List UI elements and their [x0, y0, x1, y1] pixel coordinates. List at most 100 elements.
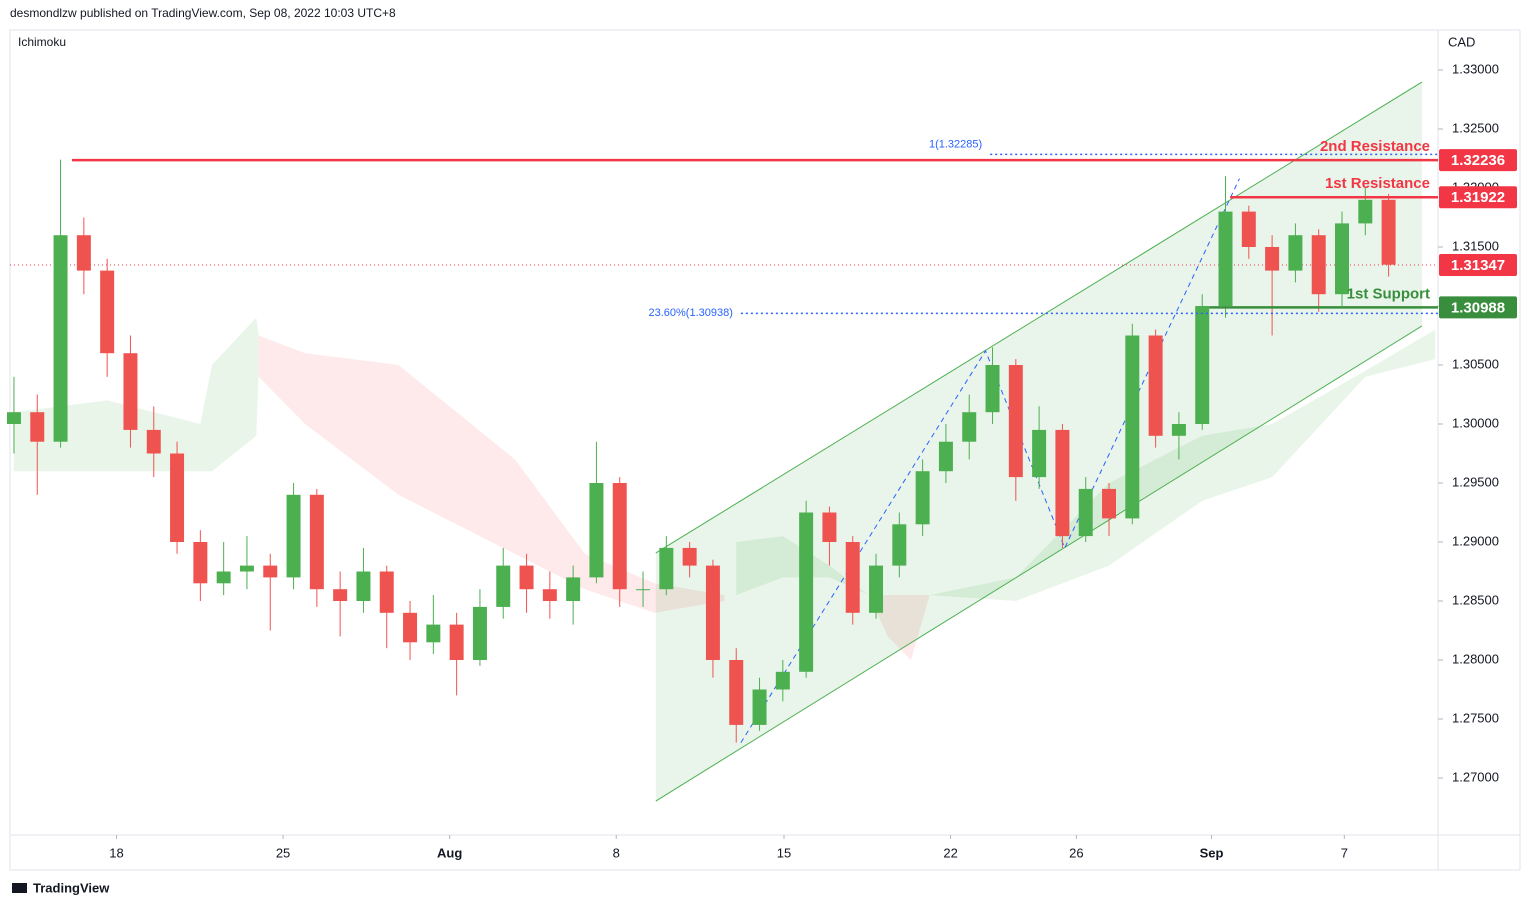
y-tick-label: 1.29500: [1452, 474, 1499, 489]
y-tick-label: 1.30500: [1452, 356, 1499, 371]
candle-body: [729, 660, 744, 725]
ichimoku-cloud: [929, 329, 1436, 602]
x-tick-label: 8: [613, 845, 620, 860]
candle-body: [6, 412, 21, 425]
candle-body: [1078, 488, 1093, 537]
logo-icon: [12, 883, 27, 893]
candle-body: [193, 542, 208, 584]
fib-label: 1(1.32285): [929, 138, 982, 150]
price-badge-label: 1.32236: [1451, 152, 1505, 169]
candle-body: [775, 671, 790, 690]
candle-body: [1381, 199, 1396, 265]
level-label: 1st Support: [1347, 285, 1430, 302]
x-tick-label: Aug: [437, 845, 462, 860]
zigzag: [740, 178, 1240, 743]
candle-body: [216, 571, 231, 584]
candle-body: [659, 547, 674, 590]
y-tick-label: 1.29000: [1452, 533, 1499, 548]
candle-body: [1195, 306, 1210, 425]
y-tick-label: 1.32500: [1452, 120, 1499, 135]
candle-body: [1055, 429, 1070, 537]
channel-line: [655, 325, 1423, 802]
candle-body: [938, 441, 953, 472]
price-badge-label: 1.31922: [1451, 189, 1505, 206]
x-tick-label: 22: [943, 845, 957, 860]
candle-body: [1265, 247, 1280, 271]
candle-body: [589, 483, 604, 578]
candle-body: [403, 612, 418, 643]
candle-body: [869, 565, 884, 613]
candle-body: [123, 353, 138, 430]
ichimoku-cloud: [13, 317, 259, 472]
ichimoku-cloud: [869, 595, 930, 661]
level-label: 1st Resistance: [1325, 175, 1430, 192]
candle-body: [682, 547, 697, 566]
candle-body: [1241, 211, 1256, 248]
candle-body: [1218, 211, 1233, 307]
fib-label: 23.60%(1.30938): [648, 307, 732, 319]
last-price-label: 1.31347: [1451, 257, 1505, 274]
candle-body: [566, 577, 581, 602]
y-tick-label: 1.28500: [1452, 592, 1499, 607]
candle-body: [379, 571, 394, 613]
candle-body: [449, 624, 464, 661]
candle-body: [146, 429, 161, 454]
candle-body: [472, 606, 487, 661]
x-tick-label: 25: [276, 845, 290, 860]
candle-body: [1125, 335, 1140, 519]
candle-body: [636, 589, 651, 591]
price-badge: [1439, 254, 1517, 277]
candle-body: [30, 412, 45, 442]
candle-body: [1148, 335, 1163, 436]
candle-body: [1288, 235, 1303, 271]
candle-body: [170, 453, 185, 543]
candle-body: [496, 565, 511, 607]
candle-body: [76, 235, 91, 271]
price-badge: [1439, 149, 1517, 172]
y-tick-label: 1.33000: [1452, 61, 1499, 76]
x-tick-label: 18: [109, 845, 123, 860]
candle-body: [519, 565, 534, 590]
candle-body: [309, 494, 324, 590]
candle-body: [892, 524, 907, 566]
candle-body: [1311, 235, 1326, 295]
candle-body: [799, 512, 814, 672]
candle-body: [1032, 429, 1047, 478]
footer-logo: TradingView: [33, 880, 110, 895]
candle-body: [1102, 488, 1117, 519]
candle-body: [1008, 365, 1023, 478]
candle-body: [356, 571, 371, 602]
currency: CAD: [1448, 34, 1475, 49]
price-badge: [1439, 296, 1517, 319]
candle-body: [705, 565, 720, 661]
candle-body: [53, 235, 68, 442]
candle-body: [426, 624, 441, 643]
candle-body: [333, 589, 348, 602]
candle-body: [263, 565, 278, 578]
ichimoku-cloud: [258, 335, 725, 613]
candle-body: [1171, 424, 1186, 436]
x-tick-label: 26: [1069, 845, 1083, 860]
candle-body: [612, 483, 627, 590]
candle-body: [1358, 199, 1373, 224]
y-tick-label: 1.30000: [1452, 415, 1499, 430]
level-label: 2nd Resistance: [1320, 138, 1430, 155]
candle-body: [752, 689, 767, 725]
frame: [9, 29, 1521, 871]
candle-body: [822, 512, 837, 543]
price-badge-label: 1.30988: [1451, 299, 1505, 316]
y-tick-label: 1.28000: [1452, 651, 1499, 666]
candle-body: [915, 471, 930, 525]
candle-body: [1335, 223, 1349, 295]
candle-body: [542, 589, 557, 602]
x-tick-label: Sep: [1200, 845, 1224, 860]
y-tick-label: 1.27500: [1452, 710, 1499, 725]
indicator-label: Ichimoku: [18, 35, 66, 49]
candle-body: [100, 270, 115, 354]
candle-body: [286, 494, 301, 578]
y-tick-label: 1.31500: [1452, 238, 1499, 253]
publisher: desmondlzw published on TradingView.com,…: [10, 6, 396, 20]
candle-body: [239, 565, 254, 572]
